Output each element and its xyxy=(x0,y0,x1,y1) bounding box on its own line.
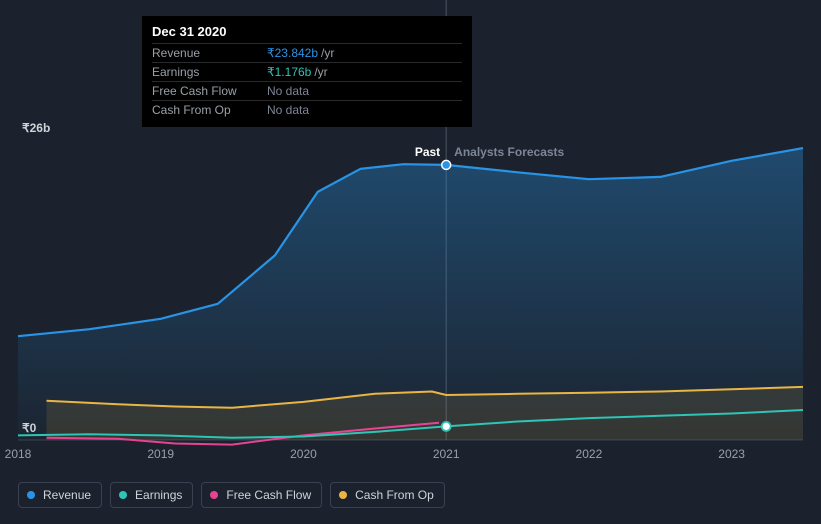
legend-item-revenue[interactable]: Revenue xyxy=(18,482,102,508)
legend-label: Earnings xyxy=(135,488,182,502)
tooltip-row-label: Revenue xyxy=(152,46,267,60)
financial-forecast-chart: ₹0₹26bPastAnalysts Forecasts201820192020… xyxy=(0,0,821,524)
tooltip-row-suffix: /yr xyxy=(321,46,334,60)
legend-dot-icon xyxy=(339,491,347,499)
tooltip-row: Free Cash FlowNo data xyxy=(152,81,462,100)
y-axis-label: ₹26b xyxy=(22,121,50,135)
tooltip-row-label: Earnings xyxy=(152,65,267,79)
tooltip-row-label: Free Cash Flow xyxy=(152,84,267,98)
chart-tooltip: Dec 31 2020 Revenue₹23.842b/yrEarnings₹1… xyxy=(142,16,472,127)
x-axis-label: 2020 xyxy=(290,447,317,461)
legend-dot-icon xyxy=(210,491,218,499)
x-axis-label: 2018 xyxy=(5,447,32,461)
past-label: Past xyxy=(415,145,440,159)
revenue-marker[interactable] xyxy=(442,160,451,169)
legend-label: Cash From Op xyxy=(355,488,434,502)
legend-item-cash_from_op[interactable]: Cash From Op xyxy=(330,482,445,508)
legend-dot-icon xyxy=(27,491,35,499)
x-axis-label: 2023 xyxy=(718,447,745,461)
tooltip-row-value: ₹23.842b xyxy=(267,46,318,60)
x-axis-label: 2022 xyxy=(576,447,603,461)
tooltip-row: Revenue₹23.842b/yr xyxy=(152,43,462,62)
earnings-marker[interactable] xyxy=(442,422,451,431)
tooltip-row-suffix: /yr xyxy=(314,65,327,79)
legend-label: Revenue xyxy=(43,488,91,502)
x-axis-label: 2021 xyxy=(433,447,460,461)
tooltip-row-value: ₹1.176b xyxy=(267,65,311,79)
legend-item-earnings[interactable]: Earnings xyxy=(110,482,193,508)
legend-item-free_cash_flow[interactable]: Free Cash Flow xyxy=(201,482,322,508)
x-axis-label: 2019 xyxy=(147,447,174,461)
legend-label: Free Cash Flow xyxy=(226,488,311,502)
tooltip-date: Dec 31 2020 xyxy=(152,24,462,39)
tooltip-row-value: No data xyxy=(267,84,309,98)
chart-legend: Revenue Earnings Free Cash Flow Cash From O… xyxy=(18,482,445,508)
tooltip-row: Cash From OpNo data xyxy=(152,100,462,119)
tooltip-row-label: Cash From Op xyxy=(152,103,267,117)
legend-dot-icon xyxy=(119,491,127,499)
forecast-label: Analysts Forecasts xyxy=(454,145,564,159)
tooltip-row: Earnings₹1.176b/yr xyxy=(152,62,462,81)
tooltip-row-value: No data xyxy=(267,103,309,117)
